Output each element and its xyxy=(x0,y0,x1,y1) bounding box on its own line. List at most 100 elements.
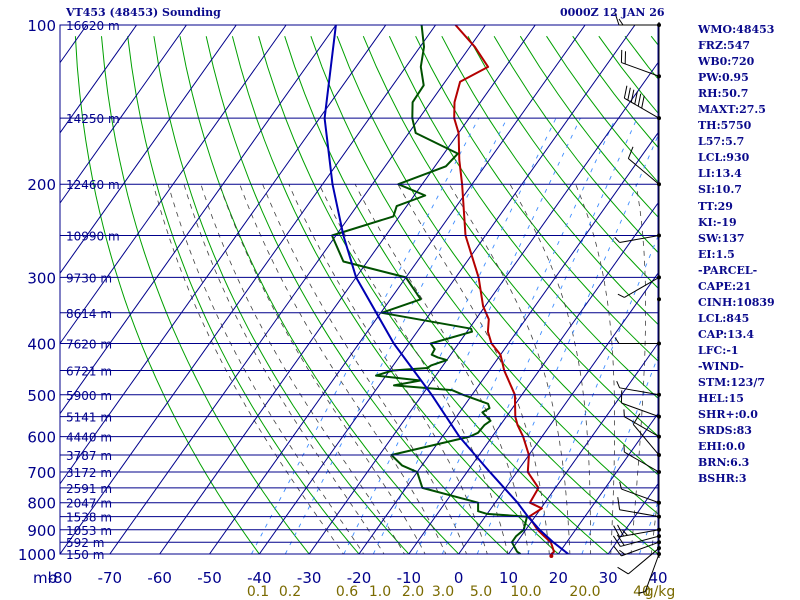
dry-adiabat xyxy=(179,36,460,554)
temperature-tick-label: -80 xyxy=(48,569,73,587)
wind-barb-feather xyxy=(619,481,622,490)
dry-adiabat xyxy=(493,35,658,254)
isotherm xyxy=(159,25,536,554)
wind-barb xyxy=(619,509,660,518)
height-label: 592 m xyxy=(66,536,104,550)
height-label: 8614 m xyxy=(66,307,112,321)
index-item: LCL:845 xyxy=(698,311,750,325)
isotherm xyxy=(358,132,658,554)
mixing-ratio-label: 20.0 xyxy=(569,584,600,600)
pressure-tick-label: 1000 xyxy=(18,546,56,564)
mixing-ratio-line xyxy=(372,117,581,554)
isotherm xyxy=(508,342,658,554)
index-item: BSHR:3 xyxy=(698,472,747,486)
index-item: TT:29 xyxy=(698,199,733,213)
parcel-profile xyxy=(323,25,569,554)
wind-barb xyxy=(644,553,660,592)
temperature-tick-label: -20 xyxy=(347,569,372,587)
wind-barb-feather xyxy=(618,18,624,26)
moist-adiabat xyxy=(183,184,385,554)
moist-adiabat xyxy=(650,492,658,554)
isotherm xyxy=(60,25,387,485)
dry-adiabat xyxy=(231,36,560,554)
pressure-tick-label: 700 xyxy=(27,464,56,482)
wind-barb-feather xyxy=(613,545,622,557)
moist-adiabat xyxy=(288,184,488,554)
wind-barb-feather xyxy=(623,85,628,99)
wind-barb-feather xyxy=(634,91,638,105)
wind-barb xyxy=(620,535,660,547)
moist-adiabat xyxy=(152,184,344,554)
temperature-profile xyxy=(453,25,555,554)
dry-adiabat xyxy=(467,35,658,289)
dry-adiabat xyxy=(415,35,658,362)
height-label: 2047 m xyxy=(66,497,112,511)
index-item: WMO:48453 xyxy=(698,23,775,36)
isotherm xyxy=(60,25,187,204)
index-item: BRN:6.3 xyxy=(698,456,750,470)
wind-barb-feather xyxy=(627,146,634,159)
height-label: 12460 m xyxy=(66,178,120,192)
isotherm xyxy=(60,25,436,554)
isotherm xyxy=(60,25,287,345)
isotherm xyxy=(109,25,486,554)
wind-barb-feather xyxy=(638,591,646,594)
wind-barb-feather xyxy=(641,95,645,109)
wind-barb-feather xyxy=(614,337,620,344)
moist-adiabat xyxy=(630,184,646,554)
surface-marker xyxy=(549,554,554,558)
wind-barb-feather xyxy=(617,293,625,298)
mixing-ratio-label: 10.0 xyxy=(510,584,541,600)
index-item: CAPE:21 xyxy=(698,279,752,293)
mixing-ratio-line xyxy=(441,117,638,554)
mixing-ratio-label: 0.1 xyxy=(247,584,269,600)
moist-adiabat xyxy=(448,183,571,554)
temperature-tick-label: -30 xyxy=(297,569,322,587)
height-label: 14250 m xyxy=(66,112,120,126)
index-item: MAXT:27.5 xyxy=(698,103,766,117)
index-item: L57:5.7 xyxy=(698,135,745,149)
mixing-ratio-label: 2.0 xyxy=(402,584,424,600)
index-item: RH:50.7 xyxy=(698,87,749,101)
chart-datetime: 0000Z 12 JAN 26 xyxy=(560,6,665,19)
isotherm xyxy=(209,25,586,554)
pressure-tick-label: 200 xyxy=(27,176,56,194)
height-label: 16620 m xyxy=(66,19,120,33)
wind-barb-feather xyxy=(614,12,620,26)
index-item: SHR+:0.0 xyxy=(698,408,758,422)
moist-adiabat xyxy=(397,184,550,554)
mixing-ratio-label: 0.6 xyxy=(336,584,358,600)
chart-title: VT453 (48453) Sounding xyxy=(66,6,221,19)
temperature-tick-label: 30 xyxy=(599,569,618,587)
wind-barb xyxy=(624,416,660,438)
temperature-tick-label: -40 xyxy=(247,569,272,587)
index-item: KI:-19 xyxy=(698,215,737,229)
index-item: CINH:10839 xyxy=(698,295,775,309)
isotherm xyxy=(60,25,237,275)
mixing-ratio-line xyxy=(251,117,480,554)
moist-adiabat xyxy=(318,184,509,554)
pressure-tick-label: 300 xyxy=(27,269,56,287)
temperature-tick-label: -70 xyxy=(98,569,123,587)
wind-barb-feather xyxy=(627,87,631,101)
wind-barb xyxy=(624,276,660,298)
dewpoint-profile xyxy=(331,25,528,554)
moist-adiabat xyxy=(218,184,426,554)
isotherm xyxy=(408,202,658,554)
wind-barb-feather xyxy=(622,529,628,536)
index-item: SW:137 xyxy=(698,231,745,245)
plot-frame xyxy=(59,24,659,555)
index-item: TH:5750 xyxy=(698,119,752,133)
temperature-tick-label: -60 xyxy=(147,569,172,587)
index-item: CAP:13.4 xyxy=(698,327,755,341)
temperature-tick-label: -10 xyxy=(397,569,422,587)
wind-barb xyxy=(619,235,660,243)
pressure-tick-label: 400 xyxy=(27,335,56,353)
mixing-ratio-label: 3.0 xyxy=(432,584,454,600)
wind-barb xyxy=(621,62,660,77)
mixing-ratio-line xyxy=(284,117,508,554)
index-item: LCL:930 xyxy=(698,151,750,165)
wind-barb-feather xyxy=(617,524,624,537)
wind-barb xyxy=(621,541,660,557)
wind-barb-feather xyxy=(617,497,621,510)
